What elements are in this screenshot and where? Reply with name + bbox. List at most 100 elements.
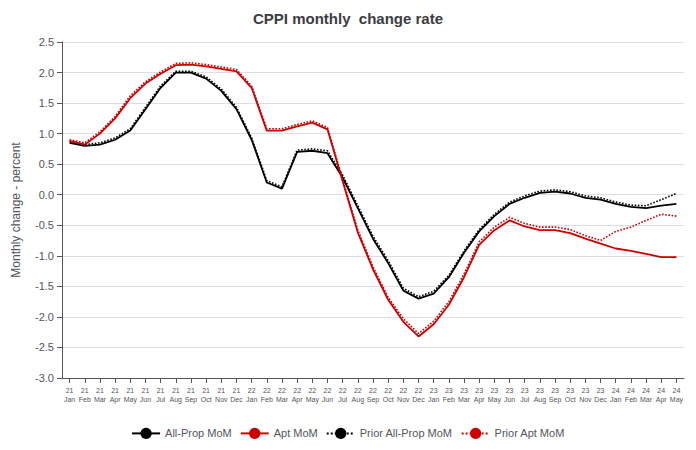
svg-text:Prior Apt MoM: Prior Apt MoM xyxy=(495,427,565,439)
svg-text:Jul: Jul xyxy=(338,396,347,403)
svg-text:21: 21 xyxy=(111,387,119,394)
svg-text:22: 22 xyxy=(369,387,377,394)
svg-text:Jun: Jun xyxy=(322,396,333,403)
svg-text:Feb: Feb xyxy=(625,396,637,403)
svg-text:Apr: Apr xyxy=(656,396,668,404)
svg-text:22: 22 xyxy=(354,387,362,394)
svg-text:Jan: Jan xyxy=(610,396,621,403)
svg-text:-2.5: -2.5 xyxy=(35,341,54,353)
svg-text:21: 21 xyxy=(172,387,180,394)
svg-text:22: 22 xyxy=(308,387,316,394)
svg-text:Mar: Mar xyxy=(276,396,289,403)
svg-text:Sep: Sep xyxy=(549,396,562,404)
svg-text:23: 23 xyxy=(566,387,574,394)
svg-text:May: May xyxy=(670,396,684,404)
svg-text:23: 23 xyxy=(521,387,529,394)
svg-text:Dec: Dec xyxy=(594,396,607,403)
svg-text:Monthly change - percent: Monthly change - percent xyxy=(9,142,23,278)
svg-text:CPPI monthly change rate: CPPI monthly change rate xyxy=(253,10,443,27)
svg-text:Mar: Mar xyxy=(640,396,653,403)
svg-text:1.0: 1.0 xyxy=(39,128,54,140)
svg-text:23: 23 xyxy=(506,387,514,394)
svg-text:21: 21 xyxy=(142,387,150,394)
svg-text:May: May xyxy=(124,396,138,404)
svg-text:23: 23 xyxy=(430,387,438,394)
svg-text:Apr: Apr xyxy=(110,396,122,404)
svg-text:Apt MoM: Apt MoM xyxy=(274,427,318,439)
svg-text:24: 24 xyxy=(657,387,665,394)
svg-text:24: 24 xyxy=(642,387,650,394)
svg-text:22: 22 xyxy=(399,387,407,394)
svg-text:23: 23 xyxy=(475,387,483,394)
svg-text:21: 21 xyxy=(202,387,210,394)
svg-text:24: 24 xyxy=(627,387,635,394)
svg-text:22: 22 xyxy=(415,387,423,394)
svg-text:Oct: Oct xyxy=(565,396,576,403)
svg-text:Dec: Dec xyxy=(412,396,425,403)
svg-text:Mar: Mar xyxy=(94,396,107,403)
svg-text:Oct: Oct xyxy=(201,396,212,403)
svg-text:-0.5: -0.5 xyxy=(35,219,54,231)
svg-text:23: 23 xyxy=(445,387,453,394)
svg-text:23: 23 xyxy=(581,387,589,394)
svg-text:0.0: 0.0 xyxy=(39,189,54,201)
svg-text:21: 21 xyxy=(187,387,195,394)
svg-text:Jan: Jan xyxy=(428,396,439,403)
svg-text:Jan: Jan xyxy=(64,396,75,403)
svg-text:21: 21 xyxy=(66,387,74,394)
svg-text:2.0: 2.0 xyxy=(39,67,54,79)
svg-text:Feb: Feb xyxy=(443,396,455,403)
svg-text:24: 24 xyxy=(673,387,681,394)
svg-text:Jul: Jul xyxy=(520,396,529,403)
svg-text:Sep: Sep xyxy=(367,396,380,404)
svg-text:Aug: Aug xyxy=(352,396,365,404)
svg-text:All-Prop MoM: All-Prop MoM xyxy=(165,427,232,439)
svg-text:Prior All-Prop MoM: Prior All-Prop MoM xyxy=(360,427,452,439)
svg-text:21: 21 xyxy=(126,387,134,394)
svg-text:May: May xyxy=(488,396,502,404)
svg-text:24: 24 xyxy=(612,387,620,394)
svg-text:22: 22 xyxy=(324,387,332,394)
svg-text:21: 21 xyxy=(217,387,225,394)
svg-text:22: 22 xyxy=(384,387,392,394)
svg-text:21: 21 xyxy=(233,387,241,394)
svg-text:Nov: Nov xyxy=(215,396,228,403)
svg-text:Feb: Feb xyxy=(261,396,273,403)
svg-text:Sep: Sep xyxy=(185,396,198,404)
svg-text:Oct: Oct xyxy=(383,396,394,403)
svg-text:Apr: Apr xyxy=(292,396,304,404)
svg-text:23: 23 xyxy=(597,387,605,394)
svg-text:Dec: Dec xyxy=(230,396,243,403)
svg-text:23: 23 xyxy=(490,387,498,394)
svg-text:22: 22 xyxy=(339,387,347,394)
svg-text:22: 22 xyxy=(278,387,286,394)
svg-text:23: 23 xyxy=(551,387,559,394)
svg-text:2.5: 2.5 xyxy=(39,36,54,48)
svg-text:21: 21 xyxy=(81,387,89,394)
svg-text:Jun: Jun xyxy=(504,396,515,403)
svg-text:0.5: 0.5 xyxy=(39,158,54,170)
svg-text:22: 22 xyxy=(293,387,301,394)
svg-text:Aug: Aug xyxy=(170,396,183,404)
svg-text:21: 21 xyxy=(96,387,104,394)
svg-text:22: 22 xyxy=(263,387,271,394)
svg-text:-1.0: -1.0 xyxy=(35,250,54,262)
svg-text:Jan: Jan xyxy=(246,396,257,403)
svg-text:-1.5: -1.5 xyxy=(35,280,54,292)
svg-text:Aug: Aug xyxy=(534,396,547,404)
svg-text:Jul: Jul xyxy=(156,396,165,403)
svg-text:Jun: Jun xyxy=(140,396,151,403)
svg-text:Nov: Nov xyxy=(397,396,410,403)
svg-text:Apr: Apr xyxy=(474,396,486,404)
svg-text:Mar: Mar xyxy=(458,396,471,403)
svg-text:-3.0: -3.0 xyxy=(35,372,54,384)
svg-text:23: 23 xyxy=(536,387,544,394)
svg-text:May: May xyxy=(306,396,320,404)
svg-text:1.5: 1.5 xyxy=(39,97,54,109)
svg-text:Nov: Nov xyxy=(579,396,592,403)
svg-text:23: 23 xyxy=(460,387,468,394)
svg-text:21: 21 xyxy=(157,387,165,394)
svg-text:-2.0: -2.0 xyxy=(35,311,54,323)
svg-text:Feb: Feb xyxy=(79,396,91,403)
svg-text:22: 22 xyxy=(248,387,256,394)
